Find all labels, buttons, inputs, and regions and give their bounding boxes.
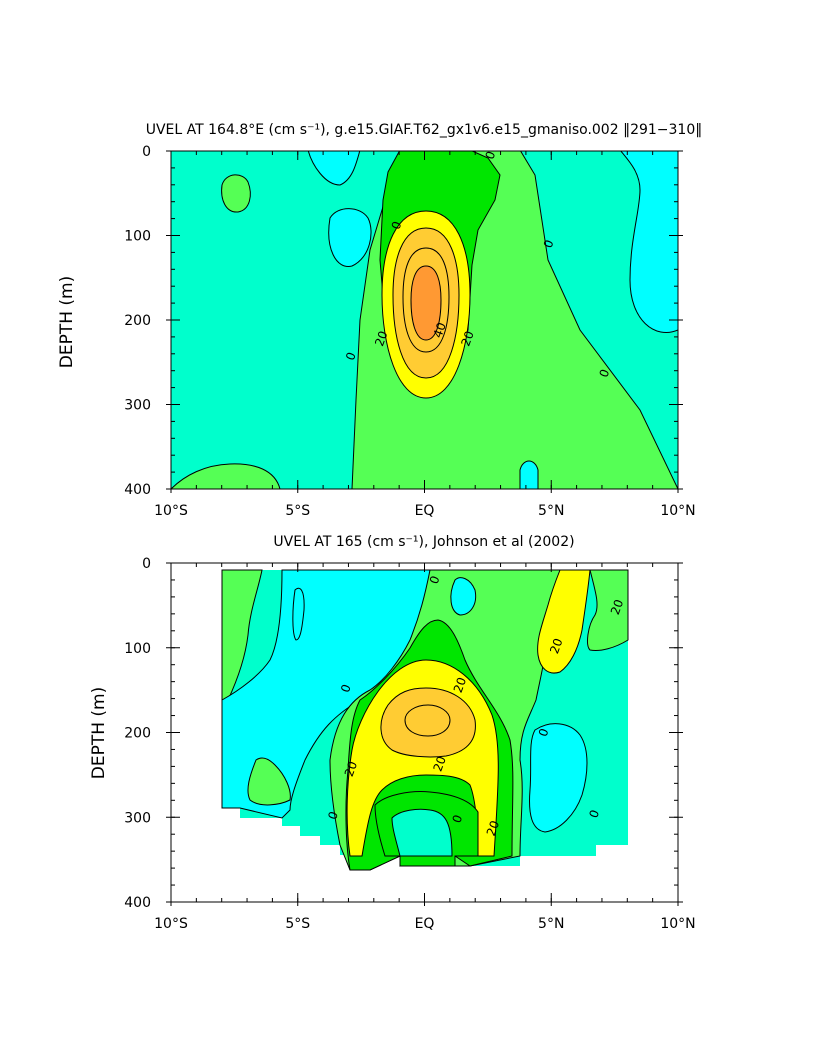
x-tick-label: EQ <box>415 503 435 519</box>
band-green-left-2 <box>221 569 263 701</box>
contour-label: 20 <box>547 636 565 655</box>
x-tick-label: 5°S <box>285 503 310 519</box>
contour-label: 20 <box>431 754 449 773</box>
x-tick-label: 10°N <box>660 916 695 932</box>
y-tick-label: 0 <box>142 556 151 572</box>
y-tick-label: 0 <box>142 144 151 160</box>
x-tick-label: 5°N <box>538 916 564 932</box>
contour-label: 0 <box>536 727 552 739</box>
band-yellow-right-2 <box>537 569 591 674</box>
y-tick-label: 200 <box>124 313 151 329</box>
band-core-1 <box>410 265 442 341</box>
contour-label: 0 <box>325 810 341 822</box>
chart-title-2: UVEL AT 165 (cm s⁻¹), Johnson et al (200… <box>273 534 574 550</box>
contour-label: 0 <box>586 808 602 820</box>
blob-cyan-b-1 <box>620 151 678 333</box>
x-tick-label: 10°N <box>660 503 695 519</box>
y-tick-label: 300 <box>124 398 151 414</box>
y-axis-label-1: DEPTH (m) <box>57 276 77 368</box>
contour-label: 0 <box>389 219 405 231</box>
y-tick-label: 200 <box>124 726 151 742</box>
contour-fill-1 <box>171 151 678 489</box>
contour-label: 0 <box>541 238 557 250</box>
contour-label: 20 <box>372 329 390 348</box>
blob-cyan-top-2 <box>450 577 477 616</box>
contour-label: 0 <box>597 367 613 379</box>
y-axis-label-2: DEPTH (m) <box>89 687 109 779</box>
blob-cyan-c-1 <box>307 151 361 186</box>
x-tick-label: 10°S <box>154 503 188 519</box>
y-tick-label: 400 <box>124 895 151 911</box>
x-tick-label: 5°N <box>538 503 564 519</box>
contour-label: 0 <box>427 574 443 586</box>
contour-label: 0 <box>483 149 499 161</box>
contour-label: 0 <box>343 350 359 362</box>
band-cyan-right-2 <box>529 723 588 833</box>
contour-label: 20 <box>458 329 476 348</box>
band-lower-aqua-2 <box>391 808 453 857</box>
y-tick-label: 100 <box>124 229 151 245</box>
band-green-right-2 <box>587 569 629 651</box>
chart-title-1: UVEL AT 164.8°E (cm s⁻¹), g.e15.GIAF.T62… <box>146 122 703 138</box>
band-core-2 <box>404 704 451 737</box>
blob-green-bottom-1 <box>171 463 281 489</box>
blob-green-1 <box>221 174 251 213</box>
contour-label: 0 <box>450 813 466 825</box>
y-tick-label: 400 <box>124 482 151 498</box>
blob-green-lowleft-2 <box>247 757 291 806</box>
x-tick-label: 5°S <box>285 916 310 932</box>
blob-cyan-thin-2 <box>292 587 305 641</box>
contour-label: 20 <box>484 819 502 838</box>
panel-observed: UVEL AT 165 (cm s⁻¹), Johnson et al (200… <box>89 534 696 932</box>
contour-label: 20 <box>451 675 469 694</box>
contour-label: 0 <box>338 682 354 694</box>
contour-labels-2: 0 20 20 0 20 0 20 20 0 0 0 20 <box>325 574 626 838</box>
contour-label: 20 <box>608 597 626 616</box>
contour-label: 40 <box>431 321 449 340</box>
x-tick-label: 10°S <box>154 916 188 932</box>
y-tick-label: 100 <box>124 641 151 657</box>
contour-fill-2 <box>221 569 629 871</box>
x-tick-label: EQ <box>415 916 435 932</box>
blob-cyan-d-1 <box>519 460 539 489</box>
contour-labels-1: 0 0 0 0 0 20 40 20 <box>343 149 612 379</box>
panel-model: UVEL AT 164.8°E (cm s⁻¹), g.e15.GIAF.T62… <box>57 122 702 519</box>
contour-label: 20 <box>342 759 360 778</box>
blob-cyan-a-1 <box>328 208 372 267</box>
y-tick-label: 300 <box>124 810 151 826</box>
